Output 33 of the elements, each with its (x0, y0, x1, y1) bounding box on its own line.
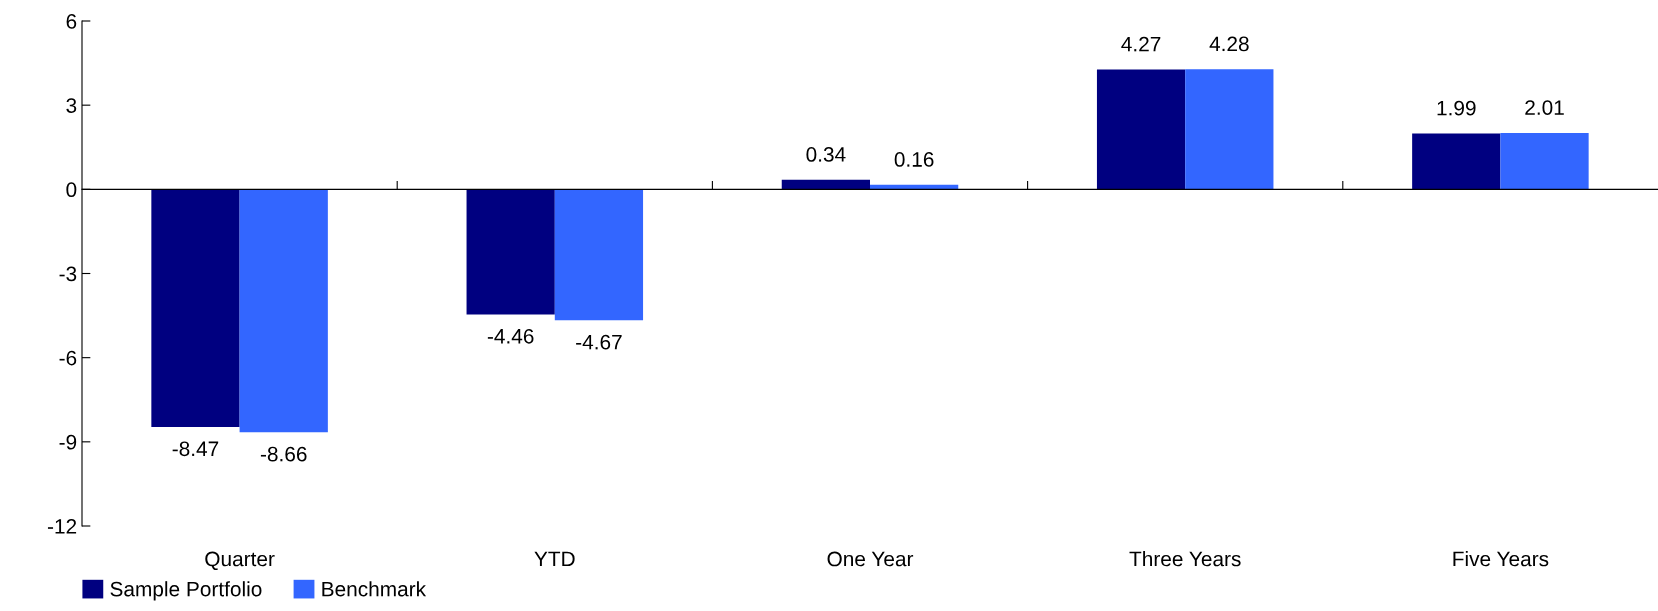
data-label: -8.66 (260, 446, 307, 462)
x-tick-label: Quarter (205, 551, 275, 571)
data-label: -4.46 (487, 328, 534, 344)
data-label: 1.99 (1437, 100, 1476, 116)
x-tick-label: One Year (827, 551, 914, 567)
bar (466, 189, 555, 315)
x-tick-label: YTD (534, 551, 575, 567)
y-tick-label: -12 (47, 519, 77, 534)
bar (1500, 132, 1589, 190)
bar (1096, 69, 1186, 190)
bar (1185, 69, 1274, 190)
bar (151, 189, 240, 427)
data-label: -8.47 (172, 441, 219, 457)
data-label: -4.67 (576, 334, 622, 350)
bar (239, 189, 328, 433)
bar (1412, 133, 1501, 190)
y-tick-label: 3 (66, 98, 77, 113)
bar (554, 189, 644, 321)
x-tick-label: Three Years (1129, 551, 1241, 567)
legend-label: Benchmark (322, 581, 427, 597)
y-tick-label: 0 (66, 182, 77, 198)
y-tick-label: 6 (66, 14, 77, 29)
y-tick-label: -3 (59, 266, 77, 282)
data-label: 4.28 (1209, 36, 1249, 52)
data-label: 4.27 (1121, 36, 1161, 52)
y-tick-label: -6 (59, 350, 77, 366)
data-label: 2.01 (1525, 100, 1564, 115)
y-tick-label: -9 (59, 434, 77, 450)
data-label: 0.34 (806, 147, 846, 162)
data-label: 0.16 (894, 152, 934, 167)
x-tick-label: Five Years (1453, 551, 1549, 567)
bar (781, 179, 870, 190)
legend-label: Sample Portfolio (110, 581, 262, 601)
